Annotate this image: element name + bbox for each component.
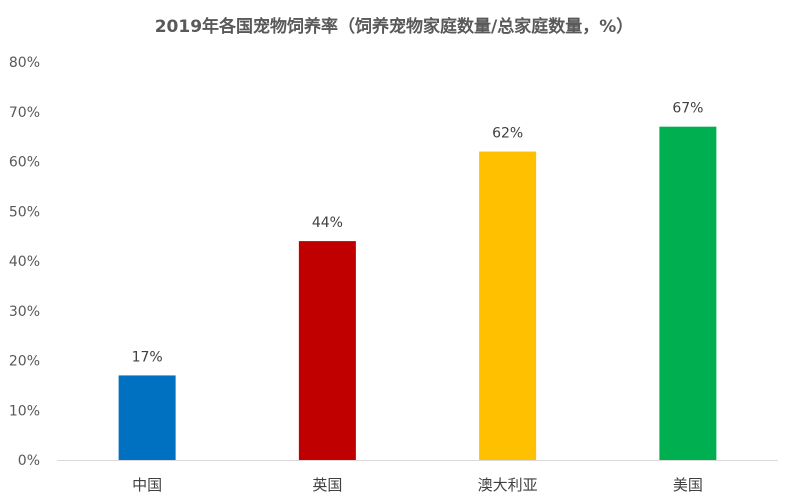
x-tick-label: 美国 [673, 476, 703, 494]
y-tick-label: 20% [9, 354, 40, 370]
chart-title: 2019年各国宠物饲养率（饲养宠物家庭数量/总家庭数量，%） [154, 17, 634, 37]
data-label: 62% [492, 126, 523, 142]
bar-3 [479, 151, 537, 461]
data-label: 44% [312, 215, 343, 231]
y-tick-label: 0% [18, 453, 40, 469]
y-tick-label: 70% [9, 105, 40, 121]
y-tick-label: 80% [9, 55, 40, 71]
y-tick-label: 50% [9, 204, 40, 220]
y-tick-label: 30% [9, 304, 40, 320]
data-label: 17% [132, 349, 163, 365]
x-tick-label: 中国 [132, 476, 162, 494]
y-tick-label: 40% [9, 254, 40, 270]
y-tick-label: 60% [9, 155, 40, 171]
data-label: 67% [672, 101, 703, 117]
bar-4 [659, 126, 717, 461]
x-tick-label: 澳大利亚 [478, 476, 538, 494]
x-tick-label: 英国 [312, 476, 342, 494]
bar-1 [118, 375, 176, 460]
y-tick-label: 10% [9, 403, 40, 419]
bar-2 [298, 241, 356, 460]
